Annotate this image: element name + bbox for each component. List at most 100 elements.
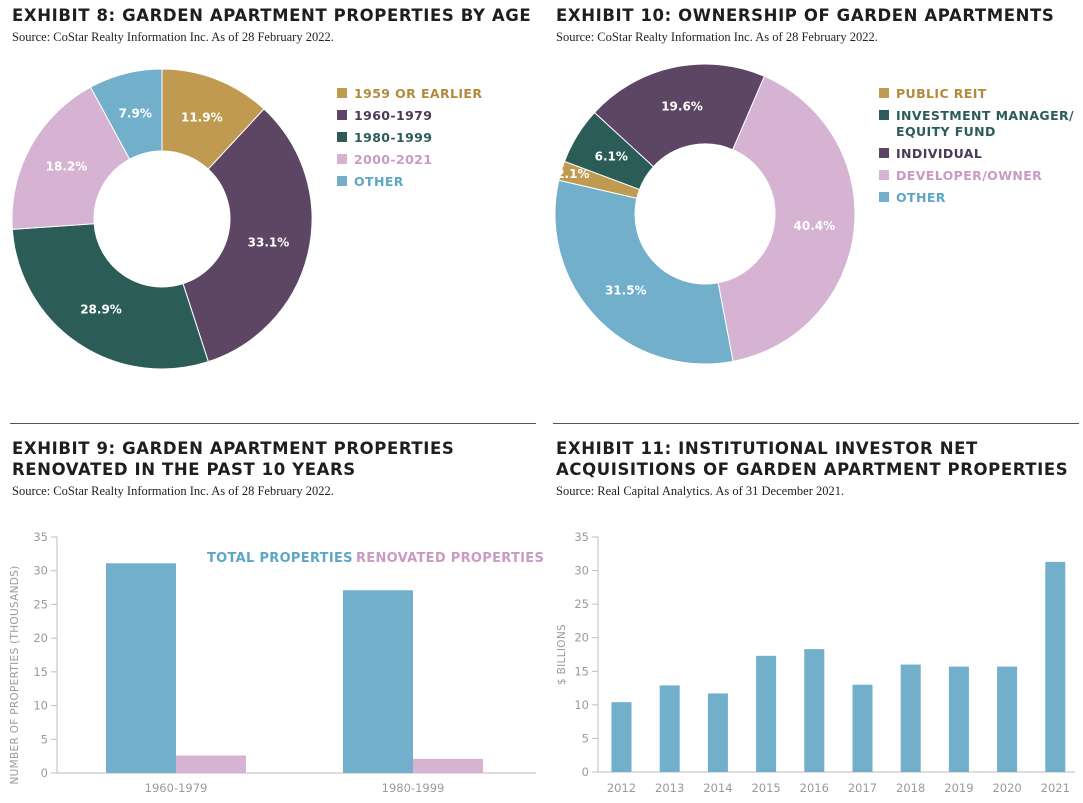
ex8-slice-1980-1999 xyxy=(11,223,209,370)
ex11-bar-2013 xyxy=(659,685,680,772)
ex8-slice-2000-2021 xyxy=(11,86,131,230)
exhibit-9-title-line2: RENOVATED IN THE PAST 10 YEARS xyxy=(12,460,356,479)
ex11-y-tick-label-0: 0 xyxy=(582,765,589,779)
ex11-y-tick-label-35: 35 xyxy=(574,530,589,544)
ex11-x-tick-label-2021: 2021 xyxy=(1041,781,1070,795)
exhibit-11-source: Source: Real Capital Analytics. As of 31… xyxy=(556,484,845,498)
ex11-x-tick-label-2016: 2016 xyxy=(800,781,829,795)
divider-right xyxy=(553,423,1079,424)
ex9-y-tick-label-30: 30 xyxy=(33,564,48,578)
ex9-x-tick-label-1960-1979: 1960-1979 xyxy=(145,781,208,795)
ex9-legend-renovated-properties: RENOVATED PROPERTIES xyxy=(356,551,544,566)
exhibit-8-source: Source: CoStar Realty Information Inc. A… xyxy=(12,30,334,44)
ex8-slice-1960-1979 xyxy=(182,108,313,363)
ex10-legend-label-investment-manager-equity-fund-1: INVESTMENT MANAGER/ xyxy=(896,108,1074,123)
ex10-label-developer-owner: 40.4% xyxy=(794,219,836,233)
ex8-slice-other xyxy=(89,68,163,160)
ex8-legend-swatch-1980-1999 xyxy=(337,132,347,142)
ex9-bar-total-properties-1980-1999 xyxy=(343,590,413,773)
ex9-y-tick-label-15: 15 xyxy=(33,665,48,679)
ex11-x-tick-label-2019: 2019 xyxy=(944,781,973,795)
ex8-label-2000-2021: 18.2% xyxy=(46,159,88,173)
exhibit-9-panel: EXHIBIT 9: GARDEN APARTMENT PROPERTIES R… xyxy=(12,438,454,499)
ex8-legend-label-1960-1979: 1960-1979 xyxy=(354,108,432,123)
ex10-label-investment-manager-equity-fund: 6.1% xyxy=(595,149,628,163)
exhibit-11-title-line1: EXHIBIT 11: INSTITUTIONAL INVESTOR NET xyxy=(556,439,978,458)
ex11-y-tick-label-20: 20 xyxy=(574,631,589,645)
exhibit-10-panel: EXHIBIT 10: OWNERSHIP OF GARDEN APARTMEN… xyxy=(556,5,1054,45)
ex10-legend-swatch-public-reit xyxy=(879,88,889,98)
ex10-legend-swatch-investment-manager-equity-fund xyxy=(879,110,889,120)
exhibit-11-panel: EXHIBIT 11: INSTITUTIONAL INVESTOR NET A… xyxy=(556,438,1068,499)
ex8-label-1980-1999: 28.9% xyxy=(80,302,122,316)
ex8-label-1960-1979: 33.1% xyxy=(248,235,290,249)
ex8-label-1959-or-earlier: 11.9% xyxy=(181,111,223,125)
ex11-y-tick-label-5: 5 xyxy=(582,731,589,745)
ex11-bar-2012 xyxy=(611,702,632,772)
ex8-legend-swatch-1960-1979 xyxy=(337,110,347,120)
ex11-bar-2021 xyxy=(1045,561,1066,772)
ex9-y-tick-label-10: 10 xyxy=(33,699,48,713)
ex8-legend-label-other: OTHER xyxy=(354,174,404,189)
ex10-label-other: 31.5% xyxy=(605,283,647,297)
ex11-bar-2016 xyxy=(804,649,825,772)
exhibit-8-title: EXHIBIT 8: GARDEN APARTMENT PROPERTIES B… xyxy=(12,6,532,25)
exhibit-11-title-line2: ACQUISITIONS OF GARDEN APARTMENT PROPERT… xyxy=(556,460,1069,479)
ex11-bar-2018 xyxy=(900,664,921,772)
ex10-legend-label-individual: INDIVIDUAL xyxy=(896,146,982,161)
ex9-y-tick-label-5: 5 xyxy=(41,732,48,746)
ex11-x-tick-label-2013: 2013 xyxy=(655,781,684,795)
ex9-y-tick-label-20: 20 xyxy=(33,631,48,645)
ex10-legend-swatch-individual xyxy=(879,148,889,158)
ex10-slice-other xyxy=(554,179,734,365)
ex8-label-other: 7.9% xyxy=(119,106,152,120)
ex11-x-tick-label-2014: 2014 xyxy=(703,781,732,795)
ex10-slice-individual xyxy=(593,63,766,168)
ex8-legend-label-1959-or-earlier: 1959 OR EARLIER xyxy=(354,86,482,101)
ex8-legend-swatch-2000-2021 xyxy=(337,154,347,164)
ex11-x-tick-label-2018: 2018 xyxy=(896,781,925,795)
ex8-legend-label-1980-1999: 1980-1999 xyxy=(354,130,432,145)
ex11-y-tick-label-25: 25 xyxy=(574,597,589,611)
ex9-y-tick-label-35: 35 xyxy=(33,530,48,544)
exhibit-10-source: Source: CoStar Realty Information Inc. A… xyxy=(556,30,878,44)
ex11-bar-2020 xyxy=(997,666,1018,772)
ex10-legend-swatch-other xyxy=(879,192,889,202)
ex11-x-tick-label-2020: 2020 xyxy=(992,781,1021,795)
ex10-slice-developer-owner xyxy=(717,75,856,362)
ex8-legend-swatch-other xyxy=(337,176,347,186)
ex11-bar-2017 xyxy=(852,684,873,772)
ex11-y-axis-label: $ BILLIONS xyxy=(556,624,568,685)
ex11-bar-2014 xyxy=(707,693,728,772)
ex10-legend-label-developer-owner: DEVELOPER/OWNER xyxy=(896,168,1042,183)
ex9-y-axis-label: NUMBER OF PROPERTIES (THOUSANDS) xyxy=(9,566,21,785)
ex11-y-tick-label-30: 30 xyxy=(574,564,589,578)
ex10-label-public-reit: 2.1% xyxy=(556,167,589,181)
ex11-x-tick-label-2017: 2017 xyxy=(848,781,877,795)
ex9-bar-renovated-properties-1980-1999 xyxy=(413,758,483,773)
ex8-legend-label-2000-2021: 2000-2021 xyxy=(354,152,432,167)
exhibit-8-panel: EXHIBIT 8: GARDEN APARTMENT PROPERTIES B… xyxy=(12,5,531,45)
ex11-y-tick-label-10: 10 xyxy=(574,698,589,712)
ex10-legend-label-public-reit: PUBLIC REIT xyxy=(896,86,987,101)
exhibit-10-title: EXHIBIT 10: OWNERSHIP OF GARDEN APARTMEN… xyxy=(556,6,1055,25)
ex10-legend-swatch-developer-owner xyxy=(879,170,889,180)
ex9-bar-renovated-properties-1960-1979 xyxy=(176,755,246,773)
ex10-legend-label-other: OTHER xyxy=(896,190,946,205)
ex11-y-tick-label-15: 15 xyxy=(574,664,589,678)
ex11-bar-2015 xyxy=(756,655,777,772)
ex9-legend-total-properties: TOTAL PROPERTIES xyxy=(207,551,353,566)
ex9-x-tick-label-1980-1999: 1980-1999 xyxy=(382,781,445,795)
ex9-y-tick-label-0: 0 xyxy=(41,766,48,780)
ex9-bar-total-properties-1960-1979 xyxy=(106,563,176,773)
exhibit-9-title-line1: EXHIBIT 9: GARDEN APARTMENT PROPERTIES xyxy=(12,439,455,458)
ex10-legend-label-investment-manager-equity-fund-2: EQUITY FUND xyxy=(896,124,996,139)
ex11-x-tick-label-2015: 2015 xyxy=(751,781,780,795)
exhibit-9-source: Source: CoStar Realty Information Inc. A… xyxy=(12,484,334,498)
ex9-y-tick-label-25: 25 xyxy=(33,597,48,611)
ex10-label-individual: 19.6% xyxy=(661,99,703,113)
